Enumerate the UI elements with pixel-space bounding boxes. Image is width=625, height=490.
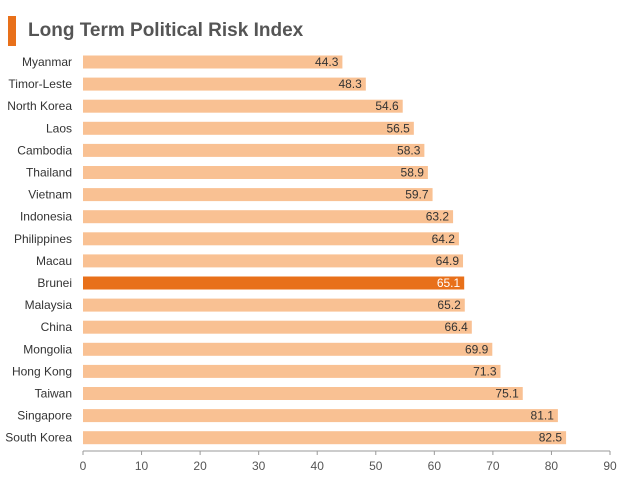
category-label-singapore: Singapore bbox=[17, 409, 72, 423]
value-label-hong-kong: 71.3 bbox=[473, 364, 497, 378]
category-label-taiwan: Taiwan bbox=[35, 387, 72, 401]
category-label-vietnam: Vietnam bbox=[28, 188, 72, 202]
value-label-indonesia: 63.2 bbox=[426, 210, 450, 224]
value-label-vietnam: 59.7 bbox=[405, 188, 429, 202]
value-label-singapore: 81.1 bbox=[531, 409, 555, 423]
x-tick-label-90: 90 bbox=[603, 459, 617, 473]
chart-title-text: Long Term Political Risk Index bbox=[28, 20, 304, 41]
value-label-taiwan: 75.1 bbox=[495, 387, 519, 401]
bar-north-korea bbox=[83, 99, 403, 113]
category-label-indonesia: Indonesia bbox=[20, 210, 72, 224]
value-label-brunei: 65.1 bbox=[437, 276, 461, 290]
x-tick-label-40: 40 bbox=[311, 459, 325, 473]
category-label-thailand: Thailand bbox=[26, 166, 72, 180]
category-label-timor-leste: Timor-Leste bbox=[8, 77, 72, 91]
bar-mongolia bbox=[83, 342, 493, 356]
category-label-cambodia: Cambodia bbox=[17, 143, 72, 157]
bar-vietnam bbox=[83, 188, 433, 202]
x-tick-label-30: 30 bbox=[252, 459, 266, 473]
bar-myanmar bbox=[83, 55, 343, 69]
category-label-brunei: Brunei bbox=[37, 276, 72, 290]
title-accent-bar bbox=[8, 16, 16, 46]
bar-malaysia bbox=[83, 298, 465, 312]
value-label-mongolia: 69.9 bbox=[465, 342, 489, 356]
category-label-laos: Laos bbox=[46, 121, 72, 135]
bar-laos bbox=[83, 121, 414, 135]
value-label-laos: 56.5 bbox=[386, 121, 410, 135]
category-label-myanmar: Myanmar bbox=[22, 55, 72, 69]
category-label-philippines: Philippines bbox=[14, 232, 72, 246]
value-label-malaysia: 65.2 bbox=[437, 298, 461, 312]
category-label-north-korea: North Korea bbox=[7, 99, 72, 113]
bar-south-korea bbox=[83, 431, 567, 445]
category-label-hong-kong: Hong Kong bbox=[12, 364, 72, 378]
bar-thailand bbox=[83, 166, 428, 179]
x-tick-label-20: 20 bbox=[193, 459, 207, 473]
x-tick-label-70: 70 bbox=[486, 459, 500, 473]
x-tick-label-50: 50 bbox=[369, 459, 383, 473]
bar-hong-kong bbox=[83, 364, 501, 378]
chart-title: Long Term Political Risk Index bbox=[8, 16, 303, 46]
bar-singapore bbox=[83, 409, 558, 423]
category-label-china: China bbox=[41, 320, 73, 334]
value-label-timor-leste: 48.3 bbox=[338, 77, 362, 91]
value-label-philippines: 64.2 bbox=[432, 232, 456, 246]
value-label-thailand: 58.9 bbox=[401, 166, 425, 180]
bar-indonesia bbox=[83, 210, 454, 224]
category-label-south-korea: South Korea bbox=[5, 431, 72, 445]
value-label-macau: 64.9 bbox=[436, 254, 460, 268]
x-tick-label-0: 0 bbox=[80, 459, 87, 473]
x-tick-label-60: 60 bbox=[428, 459, 442, 473]
x-tick-label-80: 80 bbox=[545, 459, 559, 473]
bar-taiwan bbox=[83, 387, 523, 400]
bar-china bbox=[83, 320, 472, 334]
bar-timor-leste bbox=[83, 77, 366, 91]
category-label-macau: Macau bbox=[36, 254, 72, 268]
value-label-south-korea: 82.5 bbox=[539, 431, 563, 445]
value-label-cambodia: 58.3 bbox=[397, 143, 421, 157]
value-label-myanmar: 44.3 bbox=[315, 55, 339, 69]
value-label-north-korea: 54.6 bbox=[375, 99, 399, 113]
value-label-china: 66.4 bbox=[444, 320, 468, 334]
bar-philippines bbox=[83, 232, 459, 246]
x-tick-label-10: 10 bbox=[135, 459, 149, 473]
bar-macau bbox=[83, 254, 464, 268]
category-label-malaysia: Malaysia bbox=[25, 298, 73, 312]
bar-cambodia bbox=[83, 143, 425, 157]
category-label-mongolia: Mongolia bbox=[23, 342, 72, 356]
bar-brunei bbox=[83, 276, 465, 290]
